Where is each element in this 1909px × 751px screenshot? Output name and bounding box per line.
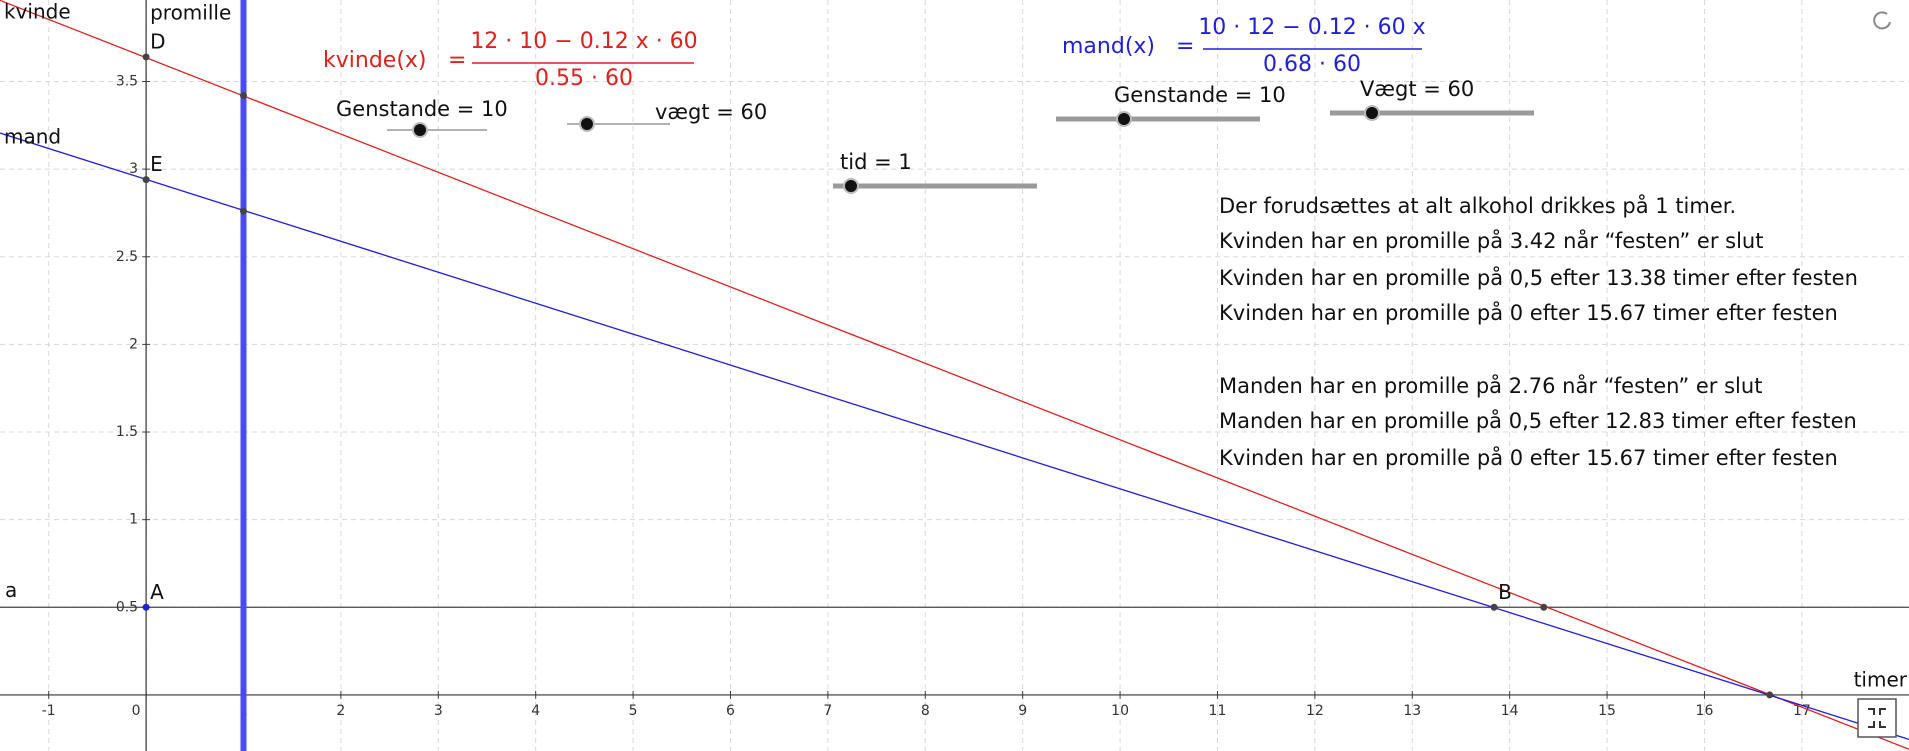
point [142, 176, 150, 184]
note-text: Manden har en promille på 2.76 når “fest… [1219, 373, 1762, 398]
y-tick-label: 3 [129, 161, 138, 177]
refresh-icon[interactable] [1873, 11, 1891, 30]
function-line [0, 132, 1909, 741]
x-axis-label: timer [1854, 667, 1908, 691]
x-tick-label: 12 [1306, 703, 1324, 719]
x-tick-label: 14 [1501, 703, 1519, 719]
y-tick-label: 2 [129, 336, 138, 352]
y-axis-label: promille [150, 1, 231, 25]
point [1540, 603, 1548, 611]
x-tick-label: 4 [531, 703, 540, 719]
x-tick-label: 15 [1598, 703, 1616, 719]
x-tick-label: 9 [1018, 703, 1027, 719]
slider-knob[interactable] [1116, 111, 1132, 127]
note-text: Kvinden har en promille på 3.42 når “fes… [1219, 228, 1763, 253]
note-text: Kvinden har en promille på 0,5 efter 13.… [1219, 265, 1858, 290]
slider-knob[interactable] [579, 116, 595, 132]
y-tick-label: 1.5 [116, 424, 138, 440]
point [239, 207, 247, 215]
x-tick-label: 10 [1111, 703, 1129, 719]
x-tick-label: 13 [1403, 703, 1421, 719]
point-label: D [150, 29, 165, 53]
point [239, 92, 247, 100]
line-a-label: a [5, 578, 17, 602]
x-tick-label: 7 [823, 703, 832, 719]
slider-label: vægt = 60 [655, 100, 767, 124]
slider-knob[interactable] [843, 178, 859, 194]
x-tick-label: 6 [726, 703, 735, 719]
note-text: Manden har en promille på 0,5 efter 12.8… [1219, 408, 1857, 433]
formula-eq: = [1176, 34, 1194, 59]
formula-lhs: mand(x) [1062, 34, 1155, 59]
x-tick-label: 5 [629, 703, 638, 719]
formula-numerator: 10 · 12 − 0.12 · 60 x [1198, 15, 1425, 40]
formula-eq: = [448, 48, 466, 73]
function-label: mand [4, 125, 61, 149]
fullscreen-button[interactable] [1857, 698, 1897, 738]
point-label: E [150, 152, 163, 176]
slider-label: Genstande = 10 [1114, 83, 1286, 107]
x-tick-label: 8 [921, 703, 930, 719]
y-tick-label: 1 [129, 512, 138, 528]
formula-denominator: 0.68 · 60 [1263, 52, 1361, 77]
formula-numerator: 12 · 10 − 0.12 x · 60 [470, 29, 697, 54]
point-label: A [150, 580, 164, 604]
x-tick-label: 2 [336, 703, 345, 719]
y-tick-label: 3.5 [116, 73, 138, 89]
function-label: kvinde [4, 0, 71, 24]
point-label: B [1498, 580, 1512, 604]
x-tick-label: 16 [1696, 703, 1714, 719]
point [1490, 603, 1498, 611]
point [142, 603, 150, 611]
note-text: Der forudsættes at alt alkohol drikkes p… [1219, 193, 1736, 218]
x-tick-label: 0 [132, 703, 141, 719]
slider-label: Vægt = 60 [1360, 77, 1474, 101]
x-tick-label: -1 [42, 703, 56, 719]
y-tick-label: 2.5 [116, 249, 138, 265]
formula-denominator: 0.55 · 60 [535, 66, 633, 91]
slider-label: tid = 1 [840, 150, 912, 174]
point [1766, 691, 1774, 699]
slider-knob[interactable] [1364, 105, 1380, 121]
x-tick-label: 11 [1209, 703, 1227, 719]
slider-knob[interactable] [412, 122, 428, 138]
slider-label: Genstande = 10 [336, 97, 508, 121]
note-text: Kvinden har en promille på 0 efter 15.67… [1219, 445, 1838, 470]
point [142, 53, 150, 61]
x-tick-label: 3 [434, 703, 443, 719]
note-text: Kvinden har en promille på 0 efter 15.67… [1219, 300, 1838, 325]
formula-lhs: kvinde(x) [323, 48, 427, 73]
